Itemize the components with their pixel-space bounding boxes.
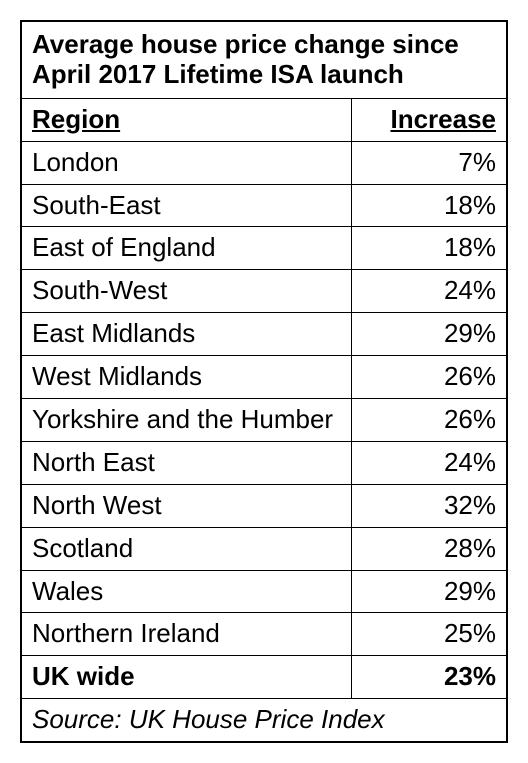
table-row: UK wide23% <box>21 656 507 699</box>
increase-cell: 26% <box>351 399 507 442</box>
table-row: North West32% <box>21 484 507 527</box>
increase-cell: 24% <box>351 441 507 484</box>
increase-cell: 18% <box>351 184 507 227</box>
region-cell: West Midlands <box>21 356 351 399</box>
region-cell: East Midlands <box>21 313 351 356</box>
increase-cell: 7% <box>351 141 507 184</box>
table-row: East of England18% <box>21 227 507 270</box>
region-cell: East of England <box>21 227 351 270</box>
table-row: Scotland28% <box>21 527 507 570</box>
region-cell: Wales <box>21 570 351 613</box>
increase-cell: 24% <box>351 270 507 313</box>
house-price-table: Average house price change since April 2… <box>20 20 508 743</box>
increase-cell: 32% <box>351 484 507 527</box>
table-title: Average house price change since April 2… <box>21 21 507 98</box>
region-cell: South-East <box>21 184 351 227</box>
increase-cell: 23% <box>351 656 507 699</box>
region-cell: North East <box>21 441 351 484</box>
increase-cell: 18% <box>351 227 507 270</box>
region-cell: London <box>21 141 351 184</box>
table-row: South-East18% <box>21 184 507 227</box>
region-cell: Northern Ireland <box>21 613 351 656</box>
increase-cell: 26% <box>351 356 507 399</box>
header-increase: Increase <box>351 98 507 141</box>
region-cell: North West <box>21 484 351 527</box>
increase-cell: 29% <box>351 570 507 613</box>
region-cell: UK wide <box>21 656 351 699</box>
table-row: West Midlands26% <box>21 356 507 399</box>
table-row: North East24% <box>21 441 507 484</box>
title-row: Average house price change since April 2… <box>21 21 507 98</box>
increase-cell: 25% <box>351 613 507 656</box>
region-cell: South-West <box>21 270 351 313</box>
table-row: South-West24% <box>21 270 507 313</box>
table-row: Yorkshire and the Humber26% <box>21 399 507 442</box>
table-source: Source: UK House Price Index <box>21 699 507 742</box>
table-row: East Midlands29% <box>21 313 507 356</box>
header-row: Region Increase <box>21 98 507 141</box>
table-row: London7% <box>21 141 507 184</box>
table-row: Wales29% <box>21 570 507 613</box>
header-region: Region <box>21 98 351 141</box>
region-cell: Yorkshire and the Humber <box>21 399 351 442</box>
increase-cell: 28% <box>351 527 507 570</box>
increase-cell: 29% <box>351 313 507 356</box>
house-price-table-container: Average house price change since April 2… <box>20 20 508 743</box>
table-row: Northern Ireland25% <box>21 613 507 656</box>
region-cell: Scotland <box>21 527 351 570</box>
source-row: Source: UK House Price Index <box>21 699 507 742</box>
